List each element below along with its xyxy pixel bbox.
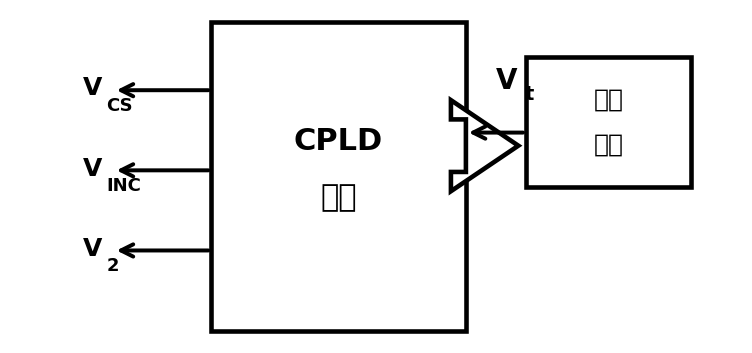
Bar (211, 22, 466, 331)
Text: V: V (496, 67, 517, 95)
Text: INC: INC (106, 177, 141, 195)
Text: 电路: 电路 (593, 133, 623, 157)
Text: V: V (83, 157, 102, 181)
Bar (526, 58, 690, 187)
Text: V: V (83, 77, 102, 101)
Text: 芯片: 芯片 (320, 183, 356, 212)
Text: 2: 2 (106, 257, 119, 275)
Text: 时钟: 时钟 (593, 88, 623, 112)
Polygon shape (451, 100, 518, 191)
Text: CS: CS (106, 97, 133, 115)
Text: t: t (524, 85, 534, 104)
Text: CPLD: CPLD (294, 127, 384, 156)
Text: V: V (83, 237, 102, 261)
